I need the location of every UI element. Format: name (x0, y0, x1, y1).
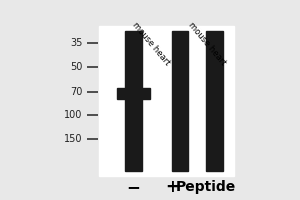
Bar (172, 31, 188, 171)
Text: mouse heart: mouse heart (186, 20, 227, 67)
Bar (125, 31, 142, 171)
Text: 70: 70 (70, 87, 82, 97)
Text: +: + (166, 178, 179, 196)
Text: 50: 50 (70, 62, 82, 72)
Text: 35: 35 (70, 38, 82, 48)
Text: −: − (127, 178, 140, 196)
Bar (117, 88, 150, 98)
Bar (99, 26, 234, 176)
Text: 100: 100 (64, 110, 83, 120)
Bar (206, 31, 223, 171)
Text: mouse heart: mouse heart (130, 20, 172, 67)
Text: Peptide: Peptide (176, 180, 236, 194)
Text: 150: 150 (64, 134, 82, 144)
